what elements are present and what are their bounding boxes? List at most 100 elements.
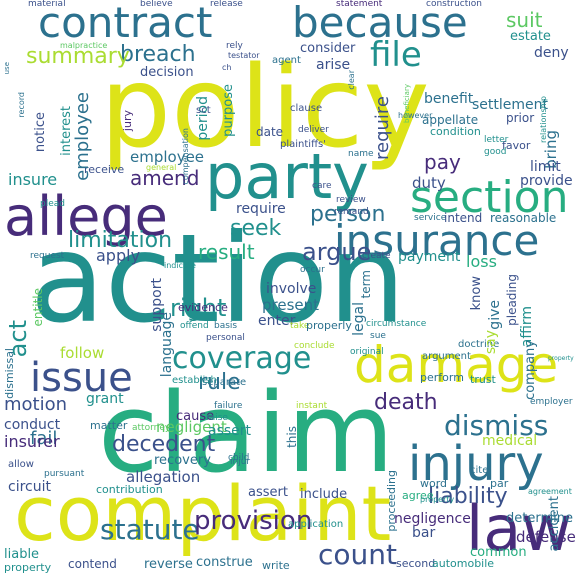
word-claim: claim [98, 369, 395, 497]
word-par: assert [208, 423, 252, 439]
word-direct: agree [402, 489, 434, 502]
word-service: service [414, 213, 447, 223]
word-effect: circumstance [366, 319, 427, 329]
word-dismiss: file [370, 35, 422, 75]
word-agreement: follow [60, 344, 105, 362]
word-employee: employee [72, 92, 93, 181]
word-sct: sct [196, 105, 211, 116]
word-negligence: require [236, 201, 286, 217]
word-employer: support [149, 278, 165, 332]
word-insurer: insure [8, 170, 58, 189]
word-exist: take [290, 321, 310, 331]
word-basis: personal [206, 333, 245, 343]
word-establish: failure [214, 401, 243, 411]
word-insurance: insurance [334, 216, 540, 265]
word-common: property [4, 561, 52, 574]
word-conduct: employee [130, 148, 205, 166]
word-vehicle: offend [180, 321, 209, 331]
word-second: proceeding [385, 470, 398, 532]
word-allege: allege [4, 185, 168, 248]
word-provide: breach [120, 42, 196, 67]
word-failure: allow [8, 459, 34, 470]
word-give: give [487, 300, 503, 330]
word-receive: receive [84, 163, 125, 176]
word-circuit: duty [412, 174, 446, 192]
word-liable: second [396, 557, 436, 570]
word-base: defense [516, 528, 576, 546]
word-clause: clause [290, 103, 323, 114]
word-matter: assert [248, 485, 288, 500]
word-intend: intend [444, 211, 483, 225]
word-enter: conduct [4, 417, 61, 433]
word-consider: consider [300, 41, 356, 56]
word-payment: bar [412, 525, 436, 541]
word-child: contribution [96, 483, 163, 496]
word-indicate: indicate [164, 261, 196, 270]
word-request: request [30, 251, 65, 261]
word-section: section [410, 172, 569, 223]
word-statute: dismiss [444, 409, 549, 442]
word-fail: provide [520, 173, 573, 189]
word-limitation: death [374, 390, 438, 415]
word-dismissal: dismissal [3, 348, 16, 399]
word-word: injur [230, 457, 251, 467]
word-limit: limit [530, 159, 561, 175]
word-attorney: include [300, 487, 348, 502]
word-agree: this [285, 426, 299, 448]
word-shall: employer [530, 397, 573, 407]
word-create: create [362, 251, 391, 261]
word-damage: damage [354, 336, 559, 394]
word-complaint: complaint [14, 469, 392, 558]
word-right: rule [198, 370, 241, 395]
word-wrongful: write [262, 559, 290, 572]
word-seek: argue [302, 238, 372, 266]
word-personal: establish [172, 375, 217, 386]
word-however: however [398, 111, 433, 120]
word-estate: estate [510, 29, 551, 44]
word-malpractice: malpractice [60, 41, 108, 50]
word-injury: injury [408, 436, 544, 492]
word-policy: policy [100, 43, 430, 173]
word-arise: arise [316, 57, 351, 73]
word-company: company [523, 340, 538, 400]
word-reasonable: reasonable [490, 211, 557, 225]
word-notice: notice [33, 112, 48, 153]
word-separate: raise [206, 413, 228, 423]
word-determine: loss [466, 252, 497, 271]
word-language: circuit [8, 479, 51, 495]
word-allegation: apply [96, 246, 141, 265]
word-pay: person [310, 202, 386, 227]
word-contend: common [470, 545, 527, 560]
word-compensation: compensation [181, 128, 190, 185]
word-result: seek [230, 216, 282, 241]
word-circumstance: argument [422, 351, 471, 362]
word-instant: child [228, 453, 250, 463]
word-law: law [466, 492, 572, 565]
word-pleading: pleading [505, 274, 519, 326]
word-appellate: appellate [422, 113, 479, 127]
word-agent: agent [272, 55, 301, 66]
word-assert: reverse [144, 557, 193, 572]
word-believe: believe [140, 0, 173, 9]
word-know: know [469, 276, 484, 311]
word-application: automobile [432, 557, 495, 570]
word-argue: pay [424, 150, 461, 174]
word-breach: right [170, 294, 227, 322]
word-material: material [28, 0, 66, 9]
word-write: word [420, 477, 448, 490]
word-premium: basis [214, 321, 238, 331]
word-entitle: entitle [31, 288, 45, 327]
word-contract: contract [38, 0, 213, 47]
word-remand: remand [334, 207, 369, 217]
word-legal: legal [351, 302, 367, 336]
word-because: because [292, 0, 468, 47]
word-allow: liable [4, 547, 40, 562]
word-require: require [372, 96, 393, 160]
word-decision: decision [140, 65, 194, 80]
word-deliver: deliver [298, 125, 329, 135]
word-purpose: purpose [221, 84, 236, 137]
word-count: statute [100, 513, 200, 546]
word-follow: determine [506, 511, 573, 526]
word-benefit: benefit [424, 91, 474, 107]
word-evidence: present [262, 296, 320, 314]
